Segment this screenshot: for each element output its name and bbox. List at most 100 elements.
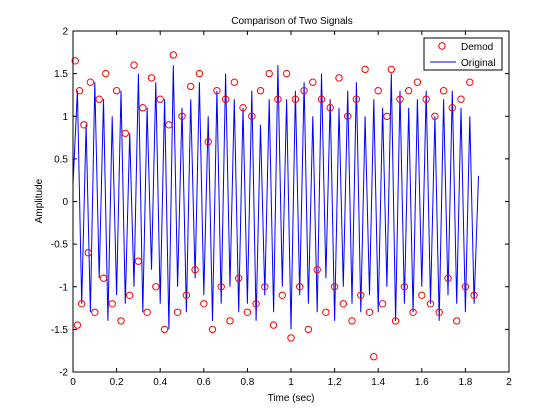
demod-point [252,300,260,308]
demod-point [387,65,395,74]
demod-point [73,321,82,329]
demod-point [383,112,391,121]
demod-point [91,308,99,316]
demod-point [413,78,422,86]
demod-point [191,266,199,274]
demod-point [265,69,273,78]
demod-point [213,87,221,95]
x-tick-label: 1 [288,377,294,388]
demod-point [152,283,160,291]
demod-point [361,65,369,74]
demod-point [182,291,191,299]
demod-point [160,325,169,334]
demod-point [243,308,252,316]
legend-label-demod: Demod [461,42,493,53]
y-tick-label: 1 [62,112,68,123]
demod-point [470,291,478,299]
demod-point [304,325,313,334]
x-tick-label: 1.2 [328,377,342,388]
demod-point [165,121,173,129]
demod-point [431,112,439,121]
demod-point [75,87,84,95]
demod-point [117,317,125,325]
demod-point [156,95,164,103]
demod-point [239,104,247,112]
demod-point [405,87,413,95]
demod-point [230,78,239,86]
y-tick-label: -1 [59,282,68,293]
y-tick-label: 1.5 [54,69,68,80]
demod-point [208,325,217,334]
demod-point [448,104,456,112]
y-tick-label: -0.5 [51,240,69,251]
series-line-original [72,65,479,330]
demod-point [400,283,409,291]
demod-point [287,334,295,342]
x-tick-label: 1.6 [415,377,429,388]
x-axis-label: Time (sec) [268,393,315,404]
demod-point [317,95,326,103]
demod-point [357,291,365,299]
legend: Demod Original [423,37,503,71]
demod-point [235,274,243,282]
legend-marker-demod [438,42,446,50]
demod-point [335,74,343,82]
demod-point [102,69,110,78]
demod-point [466,78,474,86]
chart-title: Comparison of Two Signals [231,16,353,27]
demod-point [173,308,182,316]
demod-point [121,129,130,138]
x-tick-label: 0.8 [240,377,254,388]
demod-point [147,74,156,82]
demod-point [217,283,225,291]
demod-point [84,249,93,257]
demod-point [300,87,308,95]
demod-point [248,112,256,121]
demod-point [226,317,234,325]
demod-point [453,317,461,325]
x-tick-label: 0 [70,377,76,388]
demod-point [108,300,116,308]
demod-point [409,308,417,316]
series-layer [71,51,479,361]
x-tick-label: 1.8 [458,377,472,388]
demod-point [130,61,138,69]
demod-point [461,283,470,291]
demod-point [330,283,339,291]
demod-point [99,274,108,282]
y-tick-label: -2 [59,368,68,379]
legend-box [423,37,503,71]
y-tick-label: 2 [62,27,68,38]
demod-point [378,300,387,308]
demod-point [71,57,79,65]
demod-point [396,95,404,103]
demod-point [178,112,186,121]
x-tick-label: 0.2 [110,377,124,388]
demod-point [86,78,95,86]
demod-point [435,308,443,316]
y-tick-label: -1.5 [51,325,69,336]
demod-point [95,95,103,103]
demod-point [322,308,330,316]
demod-point [309,78,317,86]
demod-point [339,300,347,308]
demod-point [274,95,282,103]
x-tick-label: 0.4 [153,377,167,388]
demod-point [200,300,208,308]
demod-point [370,353,378,361]
demod-point [457,95,465,103]
demod-point [134,257,143,265]
demod-point [365,308,374,316]
x-tick-label: 0.6 [197,377,211,388]
demod-point [78,300,86,308]
demod-point [313,266,321,274]
demod-point [143,308,151,316]
ticks-layer: 0 0.2 0.4 0.6 0.8 1 1.2 1.4 1.6 1.8 2 -2 -1.5 -1 -0.5 0… [51,27,512,389]
demod-point [391,317,400,325]
x-tick-label: 2 [506,377,512,388]
demod-point [352,95,361,103]
demod-point [296,283,304,291]
plot-area: 0 0.2 0.4 0.6 0.8 1 1.2 1.4 1.6 1.8 2 -2 -1.5 -1 -0.5 0… [51,27,512,389]
y-tick-label: 0.5 [54,154,68,165]
x-tick-label: 1.4 [371,377,385,388]
